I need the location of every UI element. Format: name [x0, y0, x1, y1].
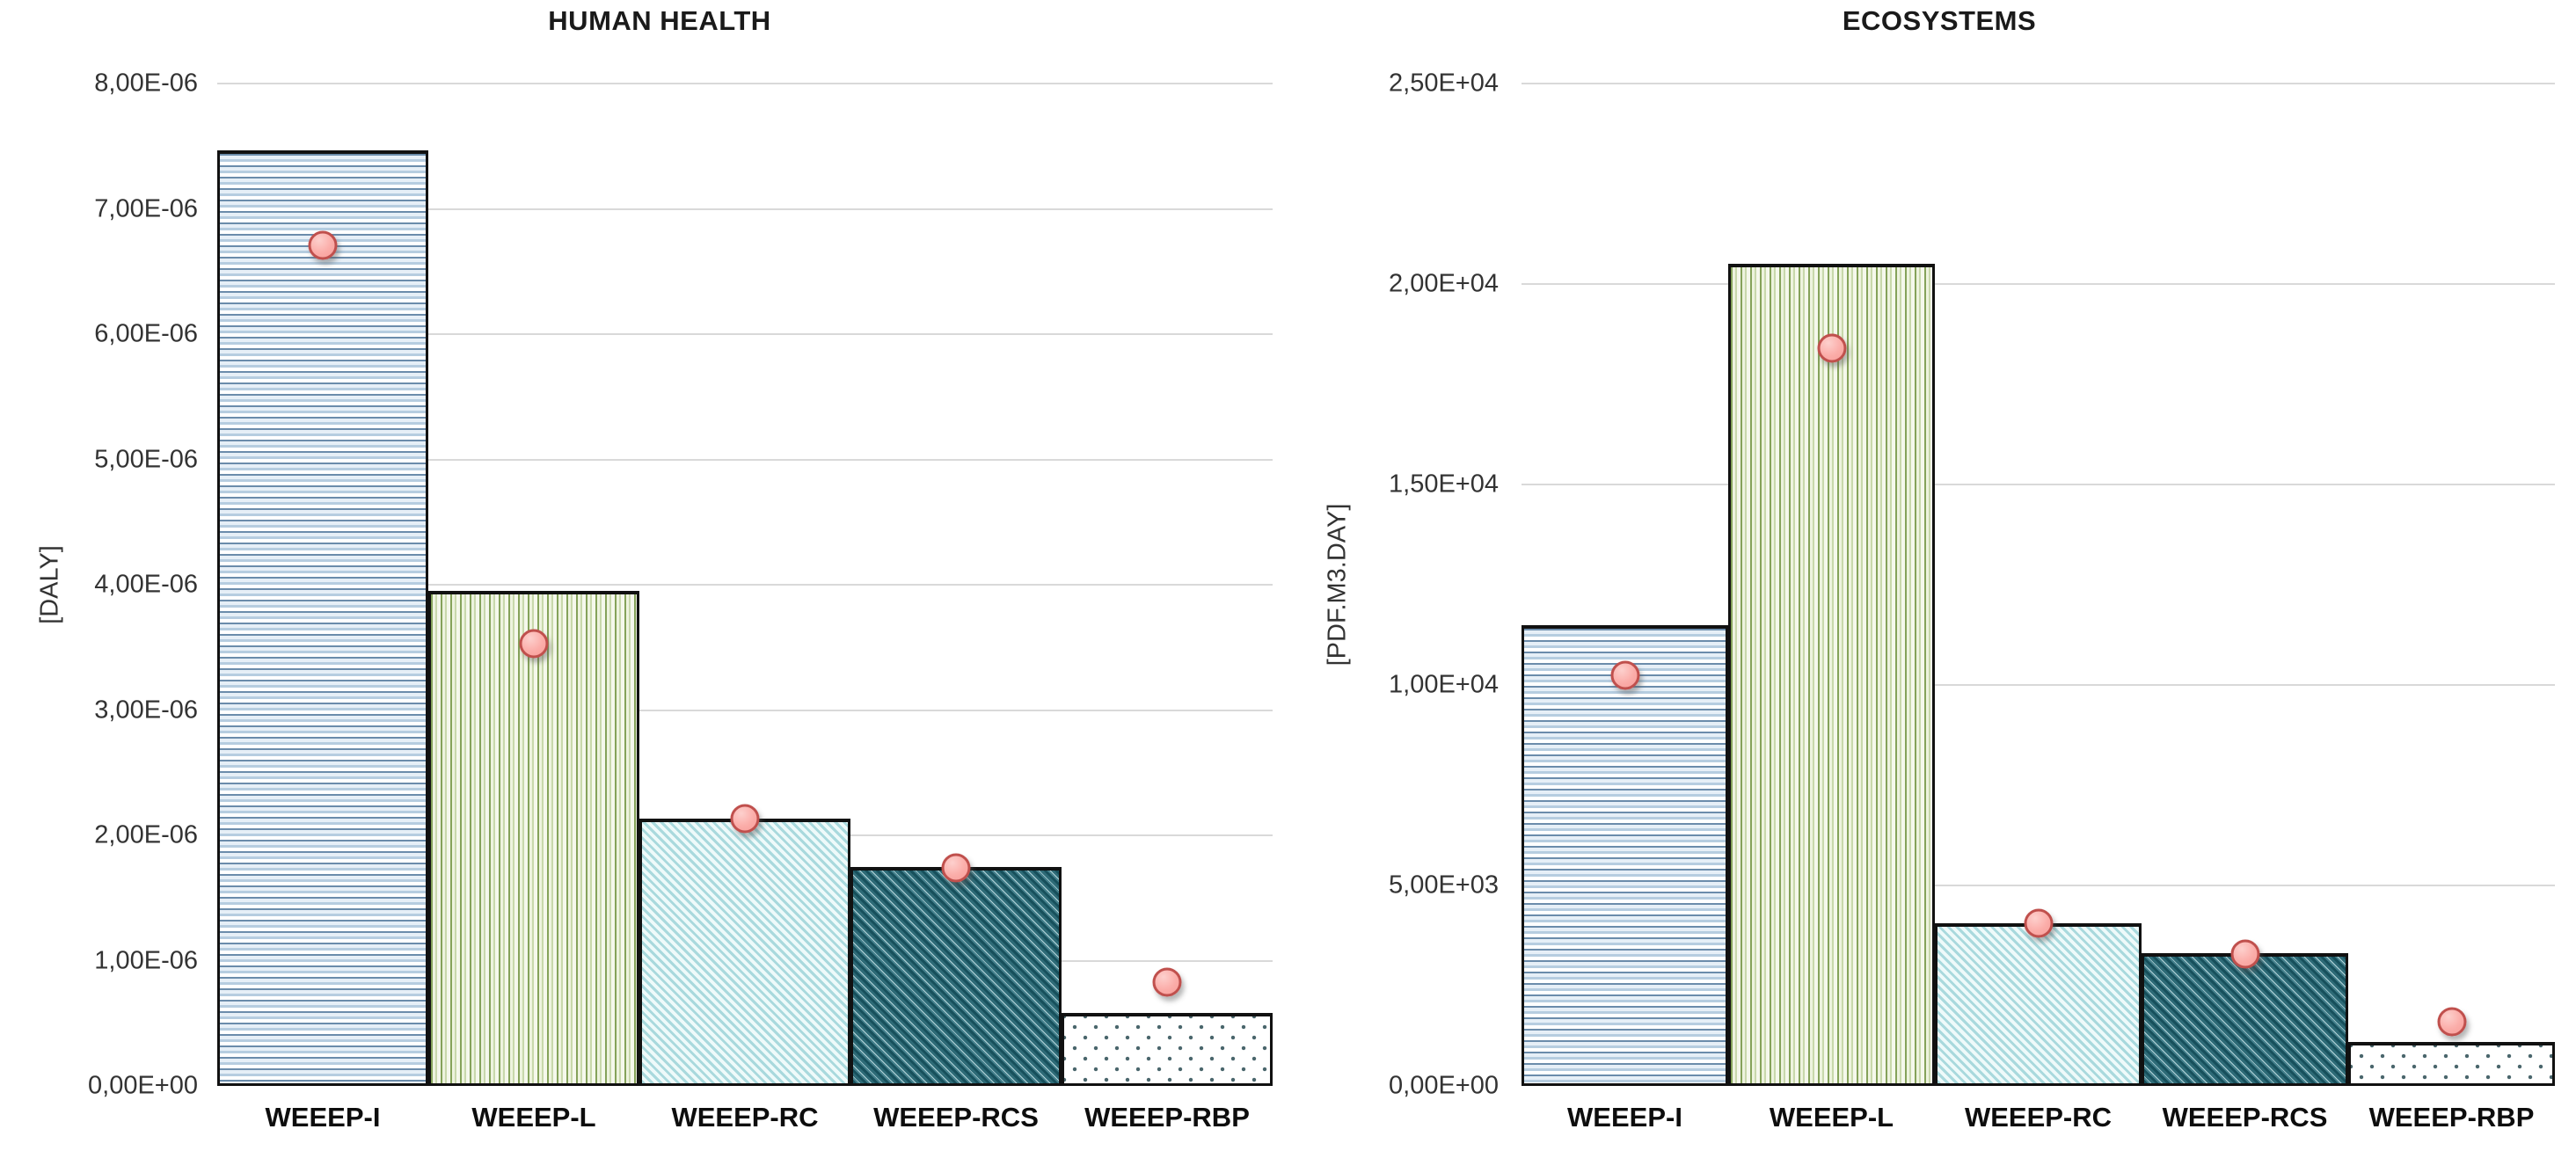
gridline: [1522, 885, 2555, 886]
chart-ecosystems: ECOSYSTEMS [PDF.M3.DAY] 0,00E+00 5,00E+03…: [1288, 0, 2576, 1151]
y-tick-label: 6,00E-06: [94, 319, 198, 348]
scatter-marker-weeep-l: [519, 629, 549, 659]
y-tick-label: 2,50E+04: [1389, 69, 1499, 98]
x-category-label-weeep-rcs: WEEEP-RCS: [873, 1102, 1039, 1133]
bar-weeep-rcs: [2142, 953, 2348, 1086]
y-tick-label: 1,00E-06: [94, 946, 198, 974]
bar-weeep-rc: [639, 819, 850, 1086]
bar-weeep-rcs: [850, 866, 1062, 1086]
bar-weeep-i: [1522, 624, 1728, 1086]
x-category-label-weeep-i: WEEEP-I: [1567, 1102, 1682, 1133]
x-category-label-weeep-i: WEEEP-I: [265, 1102, 381, 1133]
y-tick-label: 5,00E+03: [1389, 871, 1499, 900]
scatter-marker-weeep-i: [1610, 660, 1639, 690]
y-tick-label: 5,00E-06: [94, 445, 198, 473]
x-category-label-weeep-rcs: WEEEP-RCS: [2162, 1102, 2328, 1133]
gridline: [1522, 83, 2555, 84]
bar-weeep-i: [217, 149, 428, 1086]
y-tick-label: 2,00E+04: [1389, 269, 1499, 298]
x-category-label-weeep-rbp: WEEEP-RBP: [2368, 1102, 2535, 1133]
y-tick-label: 7,00E-06: [94, 194, 198, 222]
chart-title-human-health: HUMAN HEALTH: [548, 5, 771, 36]
y-tick-label: 0,00E+00: [88, 1071, 198, 1100]
gridline: [217, 83, 1273, 84]
y-tick-label: 2,00E-06: [94, 820, 198, 849]
gridline: [217, 709, 1273, 711]
x-category-label-weeep-l: WEEEP-L: [471, 1102, 596, 1133]
gridline: [217, 208, 1273, 210]
scatter-marker-weeep-l: [1817, 333, 1846, 363]
chart-human-health: HUMAN HEALTH [DALY] 0,00E+00 1,00E-06 2,00…: [36, 5, 1273, 1133]
y-tick-label: 3,00E-06: [94, 696, 198, 724]
y-tick-label: 4,00E-06: [94, 570, 198, 599]
gridline: [217, 584, 1273, 586]
bar-weeep-rbp: [1062, 1013, 1273, 1086]
gridline: [217, 458, 1273, 461]
y-tick-label: 0,00E+00: [1389, 1071, 1499, 1100]
y-tick-label: 8,00E-06: [94, 69, 198, 98]
bar-weeep-rbp: [2348, 1041, 2555, 1086]
scatter-marker-weeep-rcs: [2230, 939, 2259, 969]
x-category-label-weeep-rbp: WEEEP-RBP: [1084, 1102, 1250, 1133]
gridline: [1522, 484, 2555, 485]
scatter-marker-weeep-rbp: [2437, 1007, 2466, 1037]
y-tick-label: 1,50E+04: [1389, 470, 1499, 499]
x-category-label-weeep-rc: WEEEP-RC: [1964, 1102, 2113, 1133]
x-category-label-weeep-rc: WEEEP-RC: [671, 1102, 819, 1133]
gridline: [1522, 684, 2555, 686]
scatter-marker-weeep-rc: [2024, 908, 2053, 938]
scatter-marker-weeep-rcs: [941, 853, 971, 883]
bar-weeep-l: [1728, 264, 1935, 1086]
scatter-marker-weeep-i: [308, 230, 338, 260]
y-tick-label: 1,00E+04: [1389, 670, 1499, 699]
y-axis-unit-label-pdf-m3-day: [PDF.M3.DAY]: [1323, 503, 1352, 667]
bar-weeep-rc: [1935, 922, 2142, 1086]
chart-title-ecosystems: ECOSYSTEMS: [1842, 5, 2037, 36]
gridline: [1522, 283, 2555, 285]
x-category-label-weeep-l: WEEEP-L: [1769, 1102, 1894, 1133]
scatter-marker-weeep-rbp: [1152, 967, 1182, 997]
bar-weeep-l: [428, 591, 639, 1086]
gridline: [217, 333, 1273, 335]
scatter-marker-weeep-rc: [730, 804, 760, 834]
